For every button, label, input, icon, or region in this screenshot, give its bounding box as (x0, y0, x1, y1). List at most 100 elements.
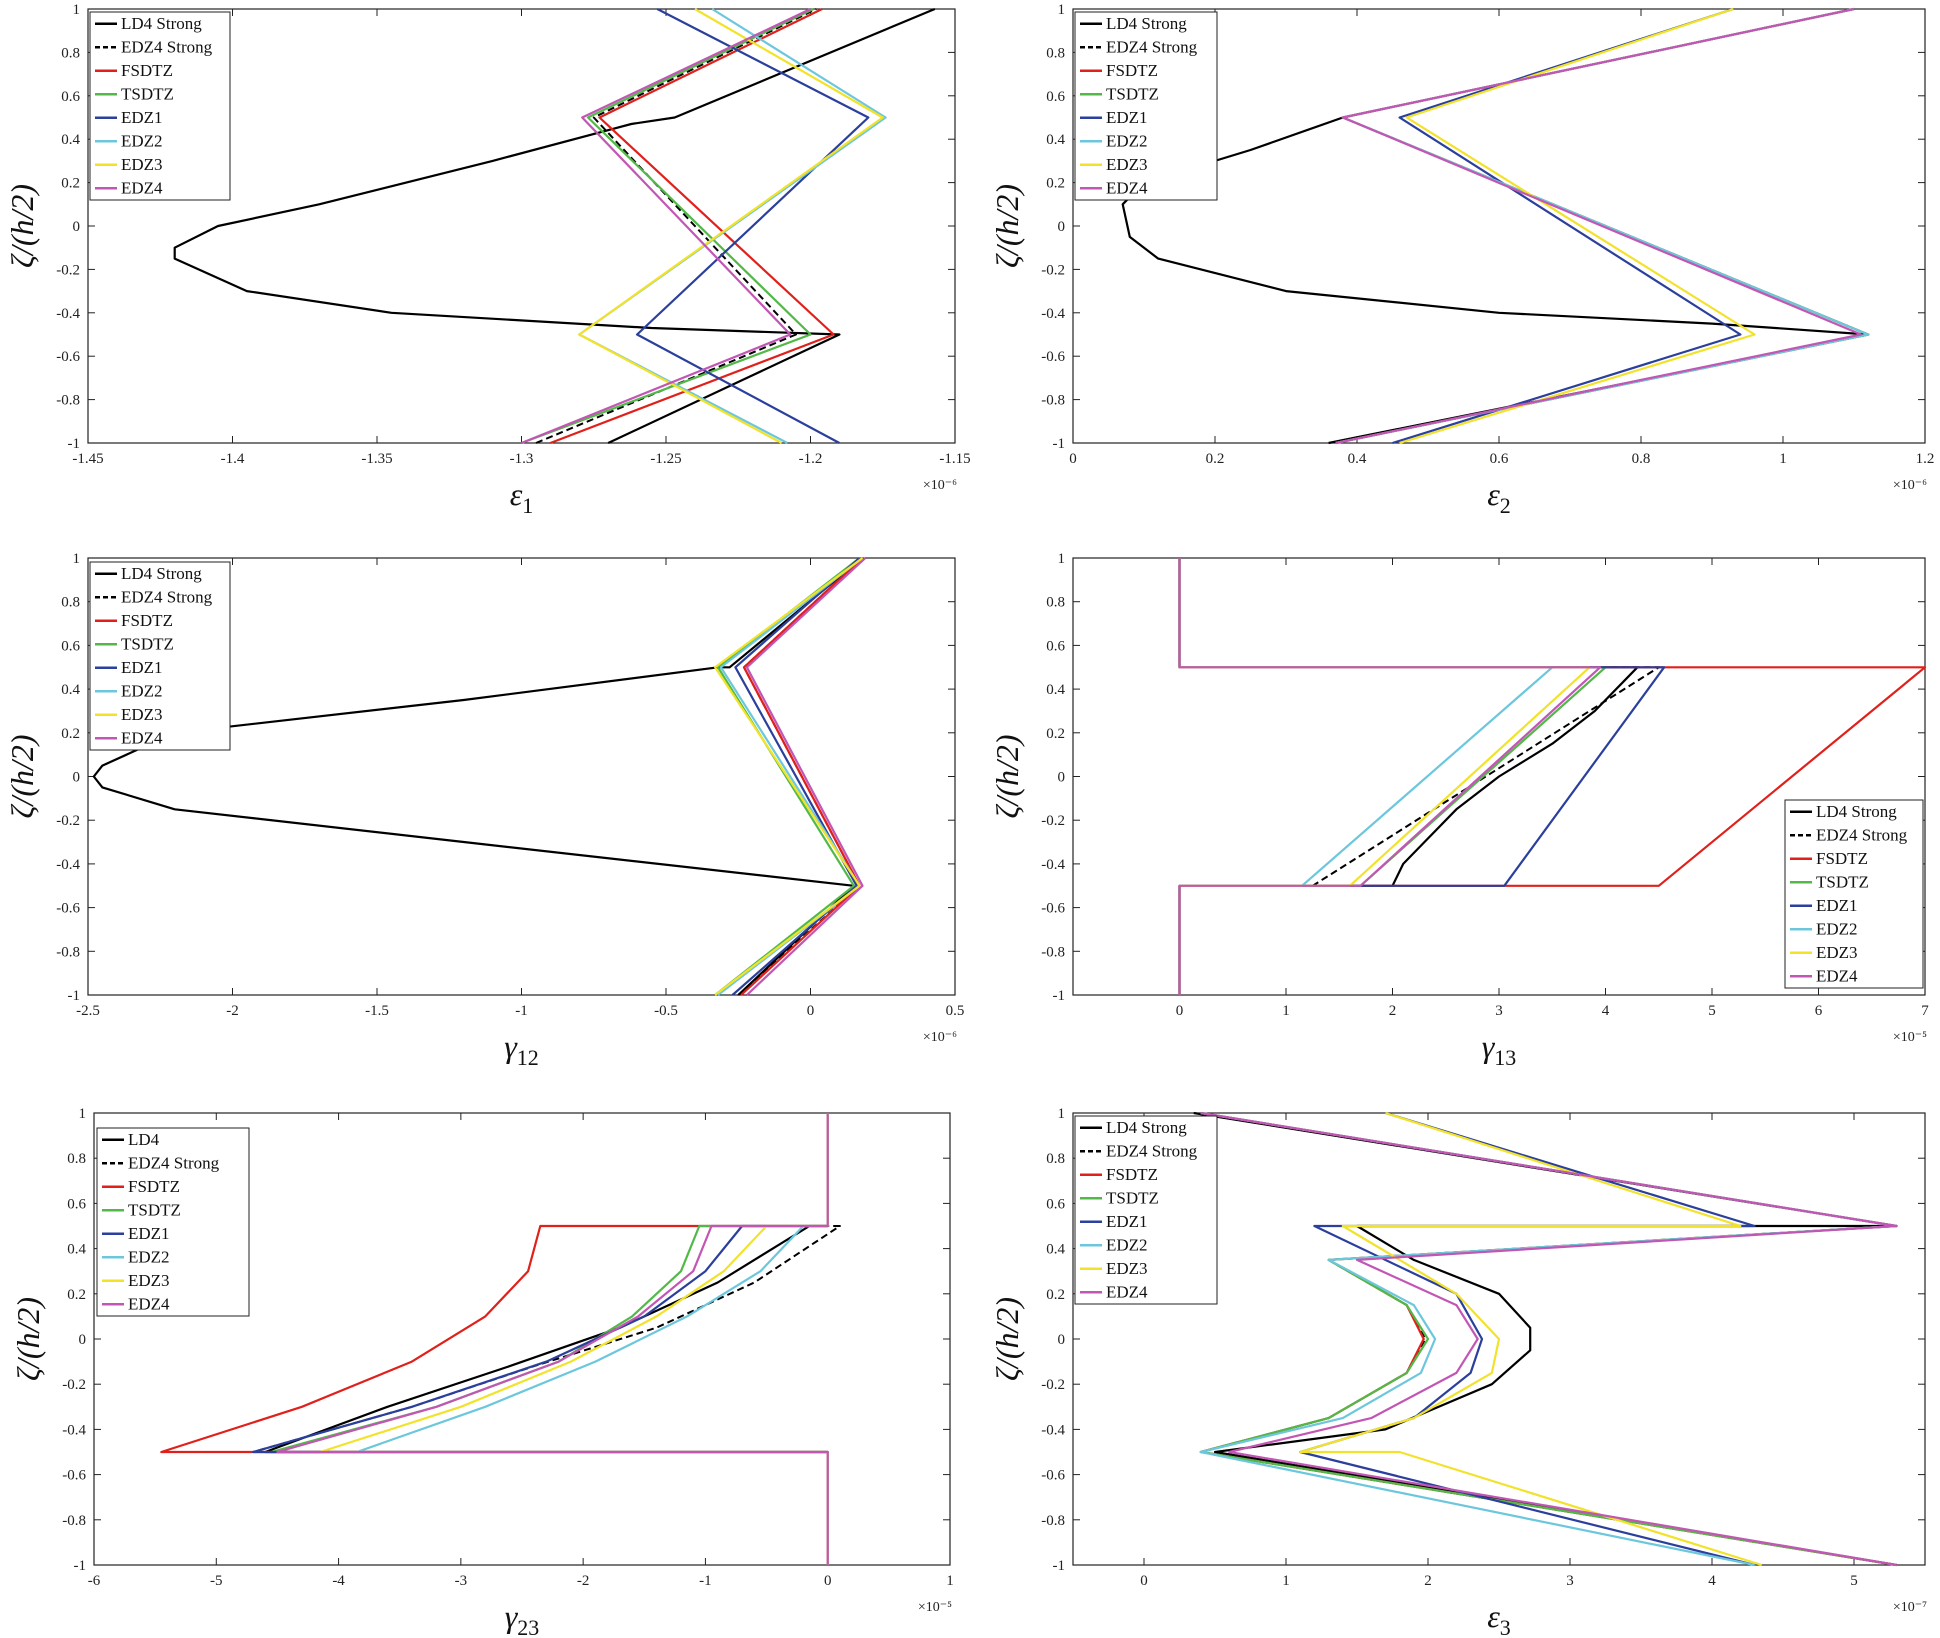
legend: LD4 Strong EDZ4 Strong FSDTZ TSDTZ EDZ1 EDZ2 E… (89, 11, 231, 201)
legend-entry: EDZ2 (1816, 919, 1858, 938)
y-tick-label: -0.4 (1041, 1422, 1065, 1438)
y-tick-label: -1 (74, 1558, 87, 1574)
y-tick-label: -0.8 (1041, 1513, 1065, 1529)
x-axis-exponent: ×10⁻⁷ (1893, 1600, 1927, 1615)
legend-entry: LD4 Strong (121, 564, 202, 583)
legend-entry: EDZ4 Strong (121, 37, 213, 56)
x-tick-label: -4 (332, 1573, 345, 1589)
series-line-edz4 (1178, 558, 1602, 995)
x-tick-label: -1.25 (650, 451, 681, 467)
y-tick-label: 0.4 (61, 132, 80, 148)
legend-entry: EDZ4 Strong (1106, 1141, 1198, 1160)
legend-entry: EDZ4 (121, 178, 163, 197)
y-tick-label: 0 (79, 1332, 87, 1348)
y-tick-label: -1 (1053, 1558, 1066, 1574)
legend-entry: EDZ1 (121, 658, 163, 677)
legend: LD4 Strong EDZ4 Strong FSDTZ TSDTZ EDZ1 EDZ2 E… (1784, 799, 1924, 989)
x-tick-label: 0.8 (1632, 451, 1651, 467)
y-tick-label: 0.6 (1046, 1196, 1065, 1212)
x-tick-label: 3 (1566, 1573, 1574, 1589)
x-tick-label: 0 (807, 1003, 815, 1019)
y-tick-label: 0.8 (1046, 45, 1065, 61)
y-tick-label: 1 (1058, 551, 1066, 567)
y-tick-label: -0.8 (56, 944, 80, 960)
y-tick-label: -0.6 (62, 1468, 86, 1484)
series-line-edz3 (578, 8, 884, 444)
y-tick-label: -0.2 (56, 262, 80, 278)
y-tick-label: 1 (1058, 1106, 1066, 1122)
legend-entry: TSDTZ (121, 84, 174, 103)
y-tick-label: -1 (68, 436, 81, 452)
legend: LD4 Strong EDZ4 Strong FSDTZ TSDTZ EDZ1 EDZ2 E… (1074, 11, 1218, 201)
x-tick-label: 0 (1140, 1573, 1148, 1589)
y-tick-label: -1 (68, 988, 81, 1004)
legend-entry: TSDTZ (128, 1200, 181, 1219)
x-tick-label: 0.4 (1348, 451, 1367, 467)
chart-panel-2: 0 0.2 0.4 0.6 0.8 1 1.2 -1 -0.8 -0.6 -0.4 -0.2 0 0.2 0… (989, 2, 1934, 518)
y-tick-label: 0.4 (67, 1242, 86, 1258)
legend-entry: FSDTZ (121, 611, 173, 630)
x-tick-label: -1.2 (799, 451, 823, 467)
y-tick-label: 0 (1058, 770, 1066, 786)
y-tick-label: -0.8 (1041, 944, 1065, 960)
legend-entry: LD4 Strong (1816, 802, 1897, 821)
legend-entry: EDZ4 (121, 728, 163, 747)
x-axis-label: γ12 (504, 1028, 539, 1070)
legend-entry: EDZ2 (1106, 131, 1148, 150)
legend-entry: EDZ1 (1106, 1212, 1148, 1231)
y-tick-label: -0.2 (1041, 262, 1065, 278)
x-tick-label: -5 (210, 1573, 223, 1589)
x-tick-label: 3 (1495, 1003, 1503, 1019)
y-axis-label: ζ/(h/2) (989, 734, 1025, 818)
legend-entry: TSDTZ (1106, 84, 1159, 103)
y-tick-label: 0.2 (1046, 1287, 1065, 1303)
legend-entry: LD4 (128, 1130, 160, 1149)
x-axis-exponent: ×10⁻⁵ (918, 1600, 952, 1615)
y-tick-label: 1 (79, 1106, 87, 1122)
y-tick-label: -0.4 (62, 1422, 86, 1438)
y-tick-label: 0.2 (1046, 726, 1065, 742)
y-tick-label: -0.8 (62, 1513, 86, 1529)
series-line-edz1 (1392, 7, 1742, 445)
legend-box (96, 1127, 250, 1317)
y-tick-label: -1 (1053, 988, 1066, 1004)
y-tick-label: -0.2 (56, 813, 80, 829)
y-tick-label: -0.2 (1041, 813, 1065, 829)
y-tick-label: -0.4 (1041, 306, 1065, 322)
legend-box (89, 561, 231, 751)
series-line-tsdtz (521, 8, 814, 445)
x-tick-label: 4 (1602, 1003, 1610, 1019)
legend-entry: LD4 Strong (121, 14, 202, 33)
legend-entry: EDZ4 (1106, 1282, 1148, 1301)
legend-entry: EDZ1 (1106, 108, 1148, 127)
y-tick-label: 0.8 (61, 595, 80, 611)
plot-area (87, 8, 956, 444)
series-line-edz3 (1299, 1111, 1763, 1567)
legend-entry: TSDTZ (1816, 872, 1869, 891)
x-axis-exponent: ×10⁻⁶ (923, 478, 957, 493)
y-tick-label: 0.8 (1046, 1151, 1065, 1167)
x-tick-label: -1.3 (510, 451, 534, 467)
x-tick-label: -1.35 (361, 451, 392, 467)
x-tick-label: 0 (824, 1573, 832, 1589)
legend-entry: EDZ3 (121, 705, 163, 724)
x-tick-label: 1 (946, 1573, 954, 1589)
y-tick-label: 1 (73, 2, 81, 18)
legend-entry: EDZ2 (121, 131, 163, 150)
x-tick-label: -1.45 (72, 451, 103, 467)
x-axis-exponent: ×10⁻⁶ (923, 1030, 957, 1045)
legend: LD4 Strong EDZ4 Strong FSDTZ TSDTZ EDZ1 EDZ2 E… (89, 561, 231, 751)
x-axis-label: ε1 (510, 476, 534, 518)
series-line-edz1 (635, 8, 870, 444)
x-tick-label: -6 (88, 1573, 101, 1589)
y-tick-label: -0.6 (56, 349, 80, 365)
legend: LD4 Strong EDZ4 Strong FSDTZ TSDTZ EDZ1 EDZ2 E… (1074, 1115, 1218, 1305)
y-tick-label: -0.4 (56, 306, 80, 322)
x-tick-label: 4 (1708, 1573, 1716, 1589)
x-tick-label: 0.5 (946, 1003, 965, 1019)
x-tick-label: -2 (226, 1003, 239, 1019)
y-tick-label: 0.8 (67, 1151, 86, 1167)
x-tick-label: 1 (1282, 1003, 1290, 1019)
legend-box (89, 11, 231, 201)
legend-entry: EDZ4 Strong (128, 1153, 220, 1172)
